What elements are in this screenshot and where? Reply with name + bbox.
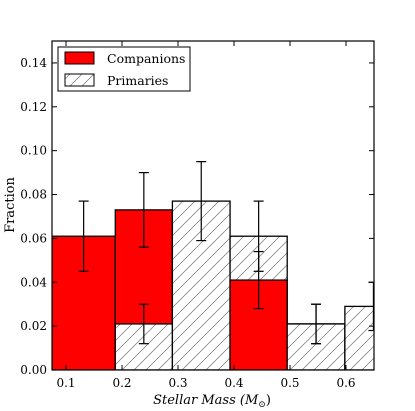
y-axis-label: Fraction — [3, 176, 18, 232]
y-tick-label-4: 0.08 — [20, 188, 47, 202]
bar-primaries-5 — [344, 305, 374, 370]
legend-label-companions: Companions — [107, 51, 185, 66]
bars-layer — [52, 200, 374, 370]
x-axis-label-main: Stellar Mass (M — [153, 393, 259, 408]
x-tick-label-0: 0.1 — [56, 376, 75, 390]
x-tick-label-4: 0.5 — [280, 376, 299, 390]
x-tick-label-5: 0.6 — [336, 376, 355, 390]
y-tick-label-3: 0.06 — [20, 231, 47, 245]
x-tick-label-2: 0.3 — [168, 376, 187, 390]
y-tick-label-0: 0.00 — [20, 363, 47, 377]
y-tick-label-6: 0.12 — [20, 100, 47, 114]
legend-label-primaries: Primaries — [107, 73, 168, 88]
error-bar-primaries-2 — [196, 161, 207, 242]
y-tick-label-2: 0.04 — [20, 275, 47, 289]
axis-ticks: 0.00 0.02 0.04 0.06 0.08 0.10 0.12 0.14 0.1 0.2 0.… — [20, 41, 374, 390]
error-bar-primaries-3 — [253, 200, 264, 272]
y-tick-label-1: 0.02 — [20, 319, 47, 333]
legend-swatch-primaries — [64, 73, 95, 87]
y-tick-label-5: 0.10 — [20, 144, 47, 158]
y-tick-label-7: 0.14 — [20, 56, 47, 70]
x-axis-label: Stellar Mass (M⊙) — [153, 393, 271, 410]
x-axis-label-close: ) — [266, 393, 271, 408]
x-axis-label-sub: ⊙ — [258, 400, 266, 410]
legend: Companions Primaries — [57, 46, 191, 92]
legend-swatch-companions — [64, 51, 95, 65]
error-bar-primaries-1 — [138, 303, 149, 345]
error-bar-companions-1 — [138, 172, 149, 248]
plot-frame — [51, 40, 375, 371]
error-bar-companions-0 — [78, 200, 89, 272]
x-tick-label-1: 0.2 — [112, 376, 131, 390]
x-tick-label-3: 0.4 — [224, 376, 243, 390]
error-bar-primaries-4 — [311, 303, 322, 345]
